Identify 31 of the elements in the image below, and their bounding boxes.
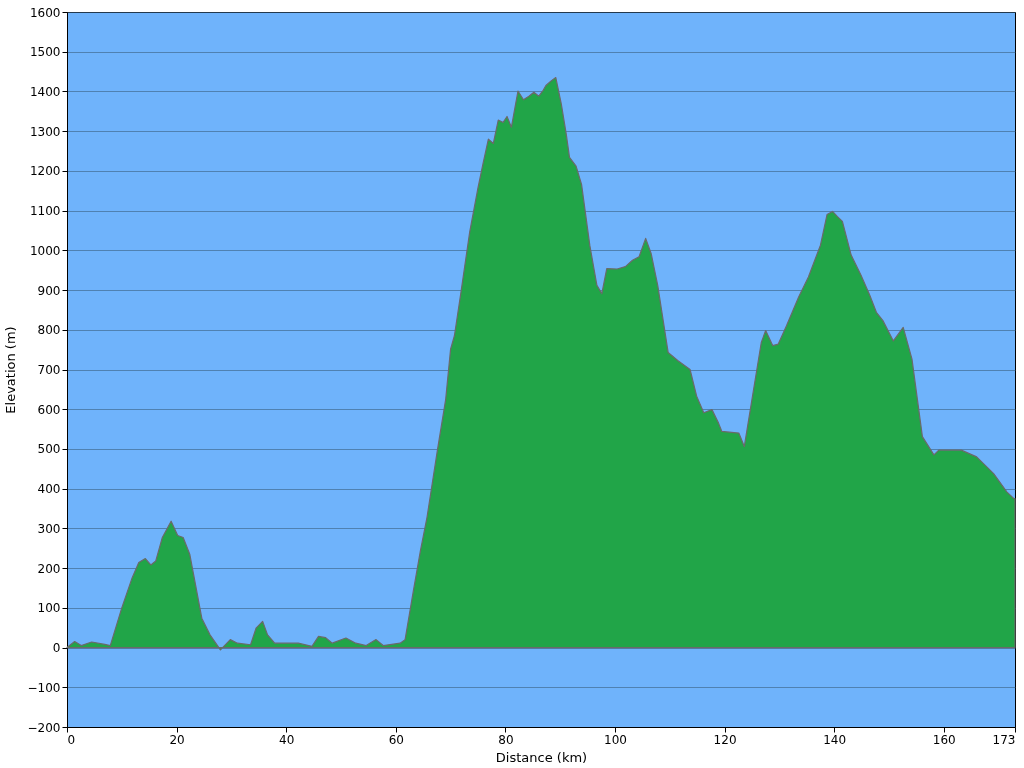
x-tick-label: 100 bbox=[604, 732, 627, 747]
x-tick-label: 80 bbox=[498, 732, 514, 747]
x-tick-label: 160 bbox=[932, 732, 956, 747]
y-tick-label: 700 bbox=[37, 363, 61, 377]
y-tick-label: 800 bbox=[37, 323, 61, 338]
y-tick-label: 1200 bbox=[29, 164, 61, 179]
y-tick-label: −100 bbox=[27, 680, 61, 695]
y-axis-title: Elevation (m) bbox=[2, 326, 18, 414]
y-tick-label: 600 bbox=[37, 402, 61, 417]
y-tick-label: 0 bbox=[52, 641, 61, 656]
y-tick-label: 1600 bbox=[29, 5, 61, 20]
x-tick-label: 60 bbox=[388, 732, 404, 747]
x-axis-title: Distance (km) bbox=[495, 749, 588, 765]
y-tick-label: 400 bbox=[37, 482, 61, 497]
y-tick-label: 1000 bbox=[29, 243, 61, 258]
x-tick-label: 173 bbox=[992, 732, 1016, 747]
x-tick-label: 120 bbox=[713, 732, 737, 747]
y-tick-label: 300 bbox=[37, 521, 61, 536]
y-tick-label: 1300 bbox=[29, 124, 61, 139]
x-tick-label: 0 bbox=[67, 732, 76, 747]
x-tick-label: 140 bbox=[823, 732, 847, 747]
y-tick-label: 1400 bbox=[29, 84, 61, 99]
y-tick-label: 100 bbox=[37, 601, 61, 616]
y-tick-label: 500 bbox=[37, 442, 61, 457]
y-tick-label: 900 bbox=[37, 283, 61, 298]
x-tick-label: 40 bbox=[279, 732, 295, 747]
y-tick-label: 200 bbox=[37, 561, 61, 576]
x-tick-label: 20 bbox=[169, 732, 185, 747]
y-tick-label: 1500 bbox=[29, 45, 61, 60]
y-tick-label: 1100 bbox=[29, 204, 61, 219]
y-tick-label: −200 bbox=[27, 720, 61, 735]
